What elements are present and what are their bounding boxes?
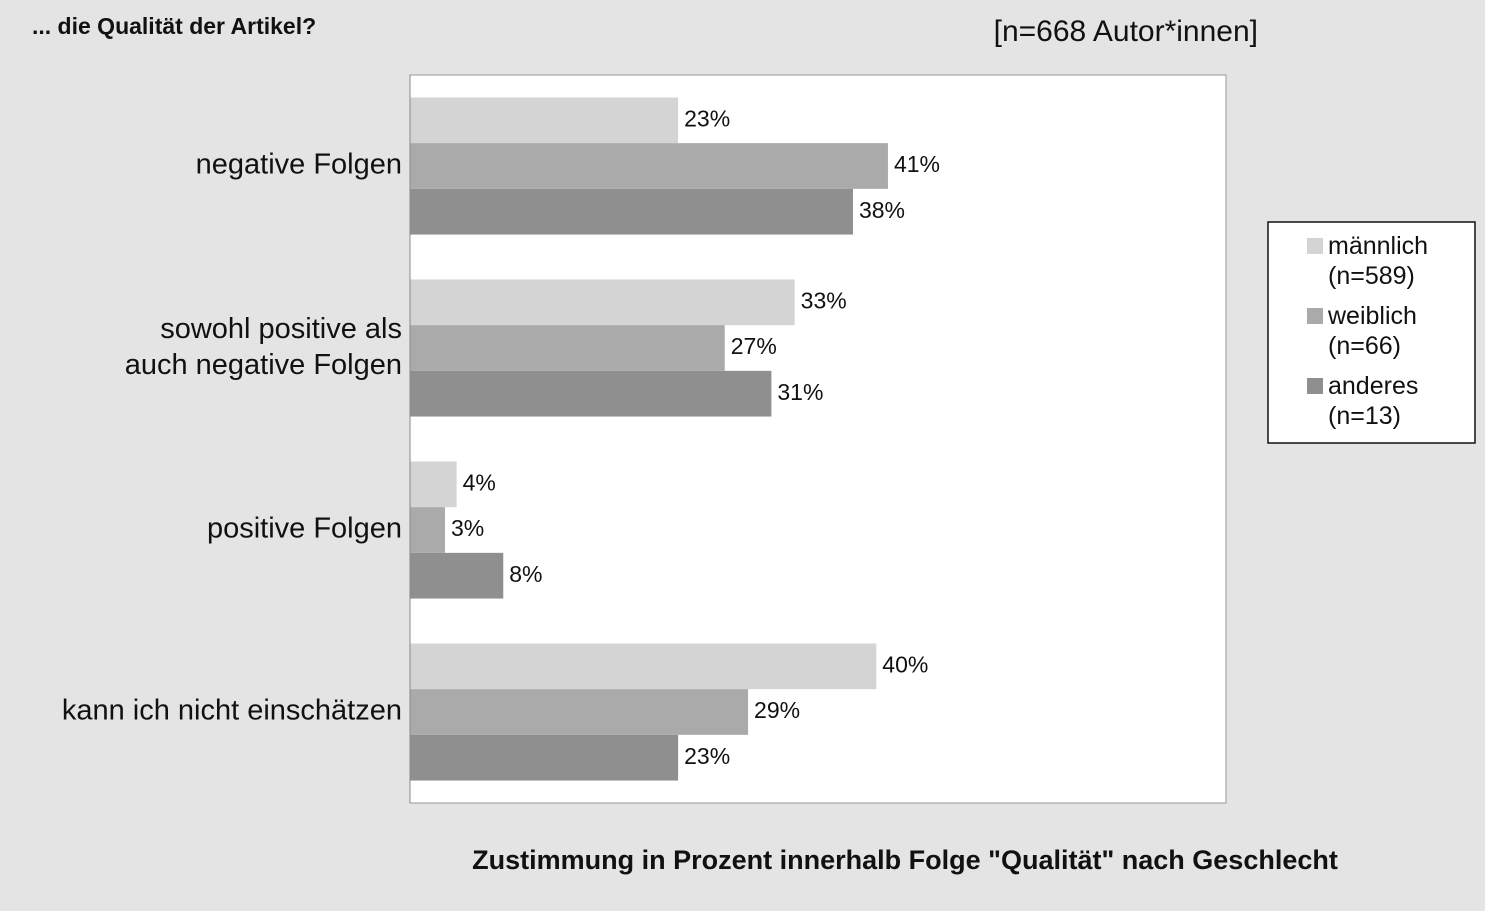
bar xyxy=(410,188,853,235)
legend-box xyxy=(1267,221,1476,444)
data-label: 41% xyxy=(894,151,940,177)
bar xyxy=(410,143,888,189)
bar xyxy=(410,279,795,326)
x-axis-label: Zustimmung in Prozent innerhalb Folge "Q… xyxy=(472,845,1338,875)
bar xyxy=(410,325,725,371)
bar xyxy=(410,552,504,599)
data-label: 31% xyxy=(777,379,823,405)
legend-label: männlich (n=589) xyxy=(1328,232,1428,290)
legend-swatch xyxy=(1307,238,1323,254)
legend-label: anderes (n=13) xyxy=(1328,372,1418,430)
data-label: 4% xyxy=(463,469,496,495)
data-label: 23% xyxy=(684,105,730,131)
data-label: 29% xyxy=(754,697,800,723)
data-label: 38% xyxy=(859,197,905,223)
y-tick-label: negative Folgen xyxy=(196,149,402,181)
data-label: 23% xyxy=(684,743,730,769)
y-tick-label: kann ich nicht einschätzen xyxy=(62,695,402,727)
data-label: 3% xyxy=(451,515,484,541)
data-label: 8% xyxy=(509,561,542,587)
data-label: 40% xyxy=(882,651,928,677)
bar xyxy=(410,507,445,553)
bar xyxy=(410,461,457,508)
y-tick-label: sowohl positive als auch negative Folgen xyxy=(125,313,402,381)
bar xyxy=(410,734,679,781)
data-label: 33% xyxy=(801,287,847,313)
chart-subtitle: [n=668 Autor*innen] xyxy=(994,15,1258,48)
y-tick-label: positive Folgen xyxy=(207,513,402,545)
legend-label: weiblich (n=66) xyxy=(1327,302,1417,360)
legend-swatch xyxy=(1307,378,1323,394)
legend-swatch xyxy=(1307,308,1323,324)
bar xyxy=(410,643,877,690)
data-label: 27% xyxy=(731,333,777,359)
bar xyxy=(410,370,772,417)
chart-title: ... die Qualität der Artikel? xyxy=(32,13,316,39)
bar xyxy=(410,97,679,144)
bar xyxy=(410,689,749,735)
